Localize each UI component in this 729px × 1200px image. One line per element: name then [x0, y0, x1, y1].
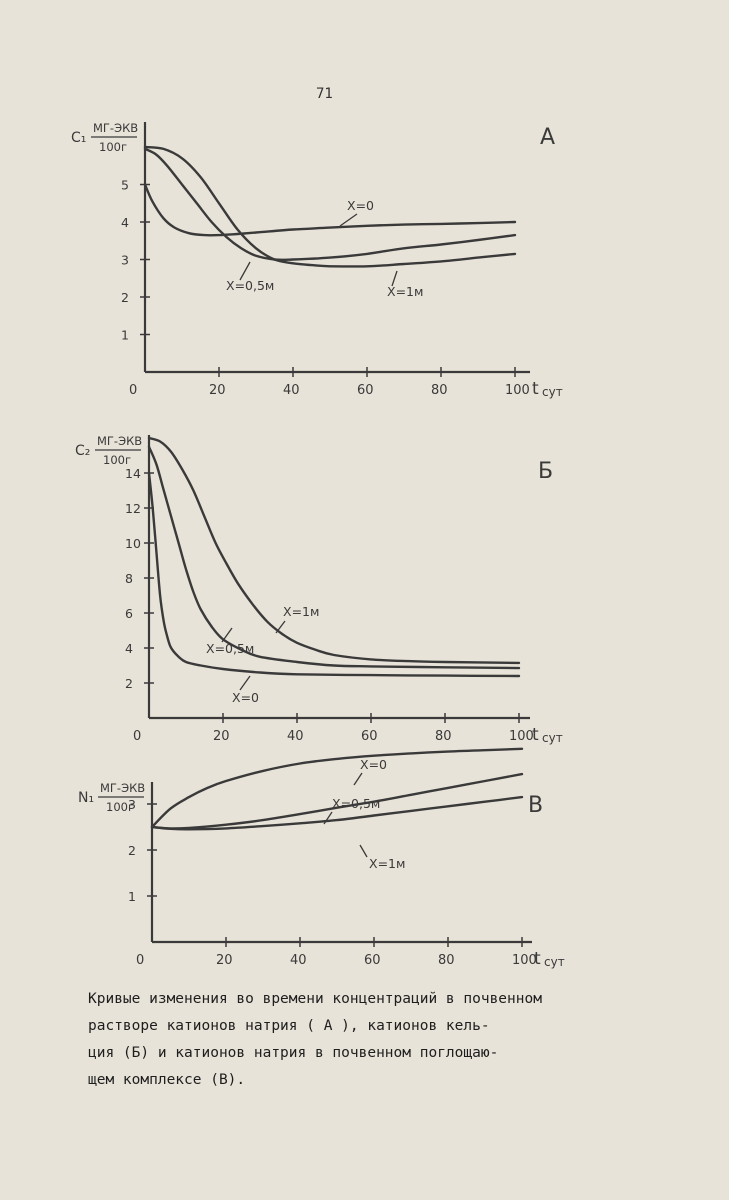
series-label: X=0	[347, 198, 374, 213]
x-tick-label: 100	[509, 729, 534, 744]
chart-panel-2: 0 20 40 60 80 100 2 4 6 8 10 12 14 C₂ МГ-ЭКВ 100г t сут Б X…	[75, 434, 563, 745]
page-number: 71	[316, 86, 333, 102]
series-label: X=0,5м	[206, 641, 254, 656]
series-line-3	[150, 795, 524, 831]
y-axis-label: C₂	[75, 443, 90, 459]
x-tick-label: 0	[136, 953, 144, 968]
x-axis-label-sub: сут	[544, 955, 565, 969]
figure-caption: Кривые изменения во времени концентраций…	[88, 986, 648, 1094]
y-tick-label: 2	[121, 290, 129, 305]
series-label: X=0,5м	[226, 278, 274, 293]
caption-line: щем комплексе (В).	[88, 1072, 246, 1088]
series-label: X=1м	[387, 284, 423, 299]
x-tick-label: 60	[364, 953, 381, 968]
y-tick-label: 3	[128, 797, 136, 812]
x-tick-label: 100	[512, 953, 537, 968]
series-label: X=0	[232, 690, 259, 705]
series-label-leader	[339, 213, 358, 227]
x-tick-label: 20	[209, 383, 226, 398]
x-tick-label: 100	[505, 383, 530, 398]
y-unit-denominator: 100г	[103, 453, 131, 467]
y-unit-numerator: МГ-ЭКВ	[97, 434, 142, 448]
series-label-leader	[239, 261, 251, 281]
y-tick-label: 6	[125, 606, 133, 621]
series-label: X=1м	[283, 604, 319, 619]
series-label: X=0,5м	[332, 796, 380, 811]
panel-label: Б	[538, 459, 553, 484]
x-tick-label: 40	[287, 729, 304, 744]
series-line-1	[147, 471, 521, 678]
x-tick-label: 0	[133, 729, 141, 744]
x-axis-label-sub: сут	[542, 385, 563, 399]
x-tick-label: 60	[361, 729, 378, 744]
y-tick-label: 4	[125, 641, 133, 656]
series-line-3	[143, 145, 517, 268]
y-tick-label: 3	[121, 253, 129, 268]
caption-line: Кривые изменения во времени концентраций…	[88, 991, 542, 1007]
series-label-leader	[353, 772, 363, 786]
series-label-leader	[391, 270, 398, 287]
y-tick-label: 2	[128, 843, 136, 858]
y-axis-label: N₁	[78, 790, 94, 806]
chart-panel-3: 0 20 40 60 80 100 1 2 3 N₁ МГ-ЭКВ 100г t сут В X=0 X=0,5…	[78, 747, 565, 969]
x-tick-label: 20	[213, 729, 230, 744]
series-label-leader	[239, 675, 251, 691]
panel-label: А	[540, 125, 555, 150]
series-label-leader	[221, 627, 233, 643]
x-axis-label: t	[532, 379, 539, 399]
x-tick-label: 60	[357, 383, 374, 398]
y-tick-label: 12	[125, 501, 141, 516]
y-unit-numerator: МГ-ЭКВ	[93, 121, 138, 135]
x-tick-label: 0	[129, 383, 137, 398]
y-tick-label: 8	[125, 571, 133, 586]
x-axis-label: t	[534, 949, 541, 969]
chart-panel-1: 0 20 40 60 80 100 1 2 3 4 5 C₁ МГ-ЭКВ 100г t сут А X=0 X=0…	[71, 121, 563, 399]
x-tick-label: 80	[438, 953, 455, 968]
series-label-leader	[275, 620, 286, 634]
y-unit-denominator: 100г	[106, 800, 134, 814]
caption-line: ция (Б) и катионов натрия в почвенном по…	[88, 1045, 499, 1061]
series-line-2	[150, 772, 524, 830]
x-tick-label: 80	[435, 729, 452, 744]
x-axis-label: t	[532, 725, 539, 745]
y-unit-numerator: МГ-ЭКВ	[100, 781, 145, 795]
series-line-1	[143, 183, 517, 237]
y-tick-label: 1	[121, 328, 129, 343]
series-line-2	[143, 147, 517, 262]
x-tick-label: 40	[283, 383, 300, 398]
y-axis-label: C₁	[71, 130, 86, 146]
caption-line: растворе катионов натрия ( А ), катионов…	[88, 1018, 490, 1034]
y-tick-label: 4	[121, 215, 129, 230]
y-tick-label: 14	[125, 466, 141, 481]
x-tick-label: 20	[216, 953, 233, 968]
y-tick-label: 10	[125, 536, 141, 551]
series-line-2	[147, 445, 521, 670]
x-tick-label: 80	[431, 383, 448, 398]
series-line-1	[150, 747, 524, 829]
series-label-leader	[359, 844, 368, 858]
y-tick-label: 1	[128, 889, 136, 904]
series-line-3	[147, 436, 521, 665]
series-label: X=1м	[369, 856, 405, 871]
x-tick-label: 40	[290, 953, 307, 968]
series-label: X=0	[360, 757, 387, 772]
y-tick-label: 2	[125, 676, 133, 691]
y-unit-denominator: 100г	[99, 140, 127, 154]
y-tick-label: 5	[121, 178, 129, 193]
x-axis-label-sub: сут	[542, 731, 563, 745]
panel-label: В	[528, 793, 543, 818]
